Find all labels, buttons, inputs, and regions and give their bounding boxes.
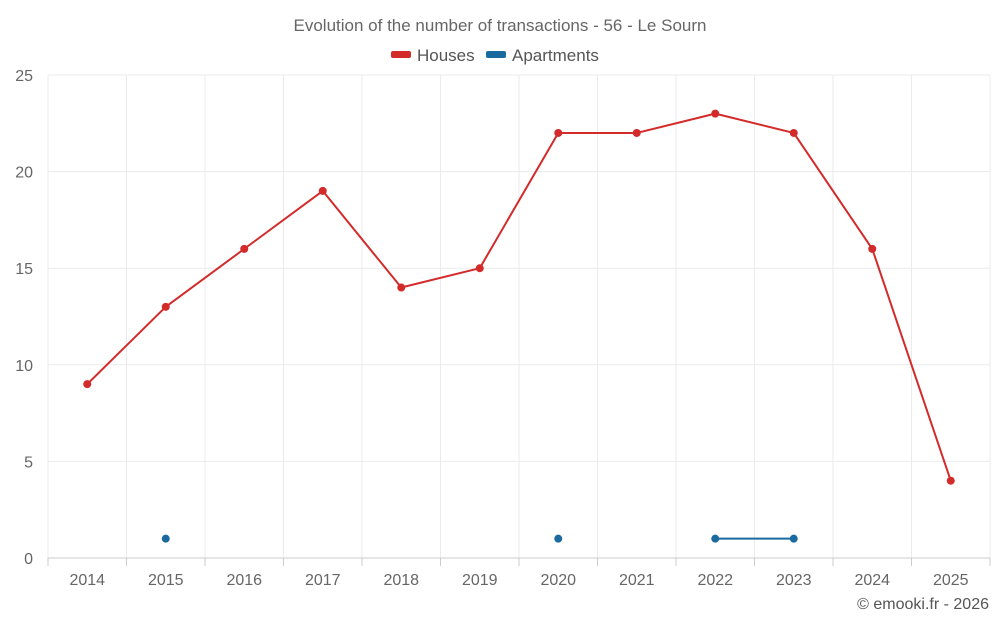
data-point-houses[interactable] bbox=[789, 128, 798, 137]
legend-swatch-houses bbox=[391, 51, 411, 58]
y-axis: 0 5 10 15 20 25 bbox=[15, 68, 33, 568]
chart-title: Evolution of the number of transactions … bbox=[294, 16, 707, 35]
y-tick-label: 0 bbox=[24, 551, 33, 568]
data-point-apartments[interactable] bbox=[161, 534, 170, 543]
x-tick-label: 2020 bbox=[540, 572, 576, 589]
legend-label-apartments: Apartments bbox=[512, 46, 599, 65]
data-point-houses[interactable] bbox=[397, 283, 406, 292]
legend: Houses Apartments bbox=[391, 46, 599, 65]
data-point-houses[interactable] bbox=[868, 244, 877, 253]
data-point-houses[interactable] bbox=[475, 264, 484, 273]
x-tick-label: 2014 bbox=[69, 572, 105, 589]
y-tick-label: 25 bbox=[15, 68, 33, 85]
series-line-houses bbox=[86, 112, 952, 482]
x-tick-label: 2024 bbox=[854, 572, 890, 589]
y-tick-label: 10 bbox=[15, 358, 33, 375]
series-houses bbox=[83, 109, 955, 485]
plot-area bbox=[83, 109, 955, 543]
x-tick-label: 2019 bbox=[462, 572, 498, 589]
legend-label-houses: Houses bbox=[417, 46, 475, 65]
x-tick-label: 2015 bbox=[148, 572, 184, 589]
y-tick-label: 5 bbox=[24, 454, 33, 471]
legend-item-houses[interactable]: Houses bbox=[391, 46, 475, 65]
y-tick-label: 15 bbox=[15, 261, 33, 278]
data-point-houses[interactable] bbox=[554, 128, 563, 137]
series-apartments bbox=[161, 534, 798, 543]
grid bbox=[47, 74, 991, 558]
x-tick-label: 2025 bbox=[933, 572, 969, 589]
data-point-apartments[interactable] bbox=[554, 534, 563, 543]
data-point-houses[interactable] bbox=[240, 244, 249, 253]
data-point-houses[interactable] bbox=[318, 186, 327, 195]
legend-item-apartments[interactable]: Apartments bbox=[486, 46, 599, 65]
data-point-houses[interactable] bbox=[632, 128, 641, 137]
x-tick-label: 2018 bbox=[383, 572, 419, 589]
x-axis: 2014 2015 2016 2017 2018 2019 2020 2021 2022 2023… bbox=[47, 557, 991, 589]
legend-swatch-apartments bbox=[486, 51, 506, 58]
x-tick-label: 2016 bbox=[226, 572, 262, 589]
x-tick-label: 2023 bbox=[776, 572, 812, 589]
x-tick-label: 2022 bbox=[697, 572, 733, 589]
data-point-houses[interactable] bbox=[946, 476, 955, 485]
data-point-houses[interactable] bbox=[711, 109, 720, 118]
data-point-apartments[interactable] bbox=[711, 534, 720, 543]
credit: © emooki.fr - 2026 bbox=[857, 596, 989, 613]
x-tick-label: 2017 bbox=[305, 572, 341, 589]
data-point-houses[interactable] bbox=[161, 302, 170, 311]
data-point-apartments[interactable] bbox=[789, 534, 798, 543]
y-tick-label: 20 bbox=[15, 165, 33, 182]
x-tick-label: 2021 bbox=[619, 572, 655, 589]
data-point-houses[interactable] bbox=[83, 380, 92, 389]
